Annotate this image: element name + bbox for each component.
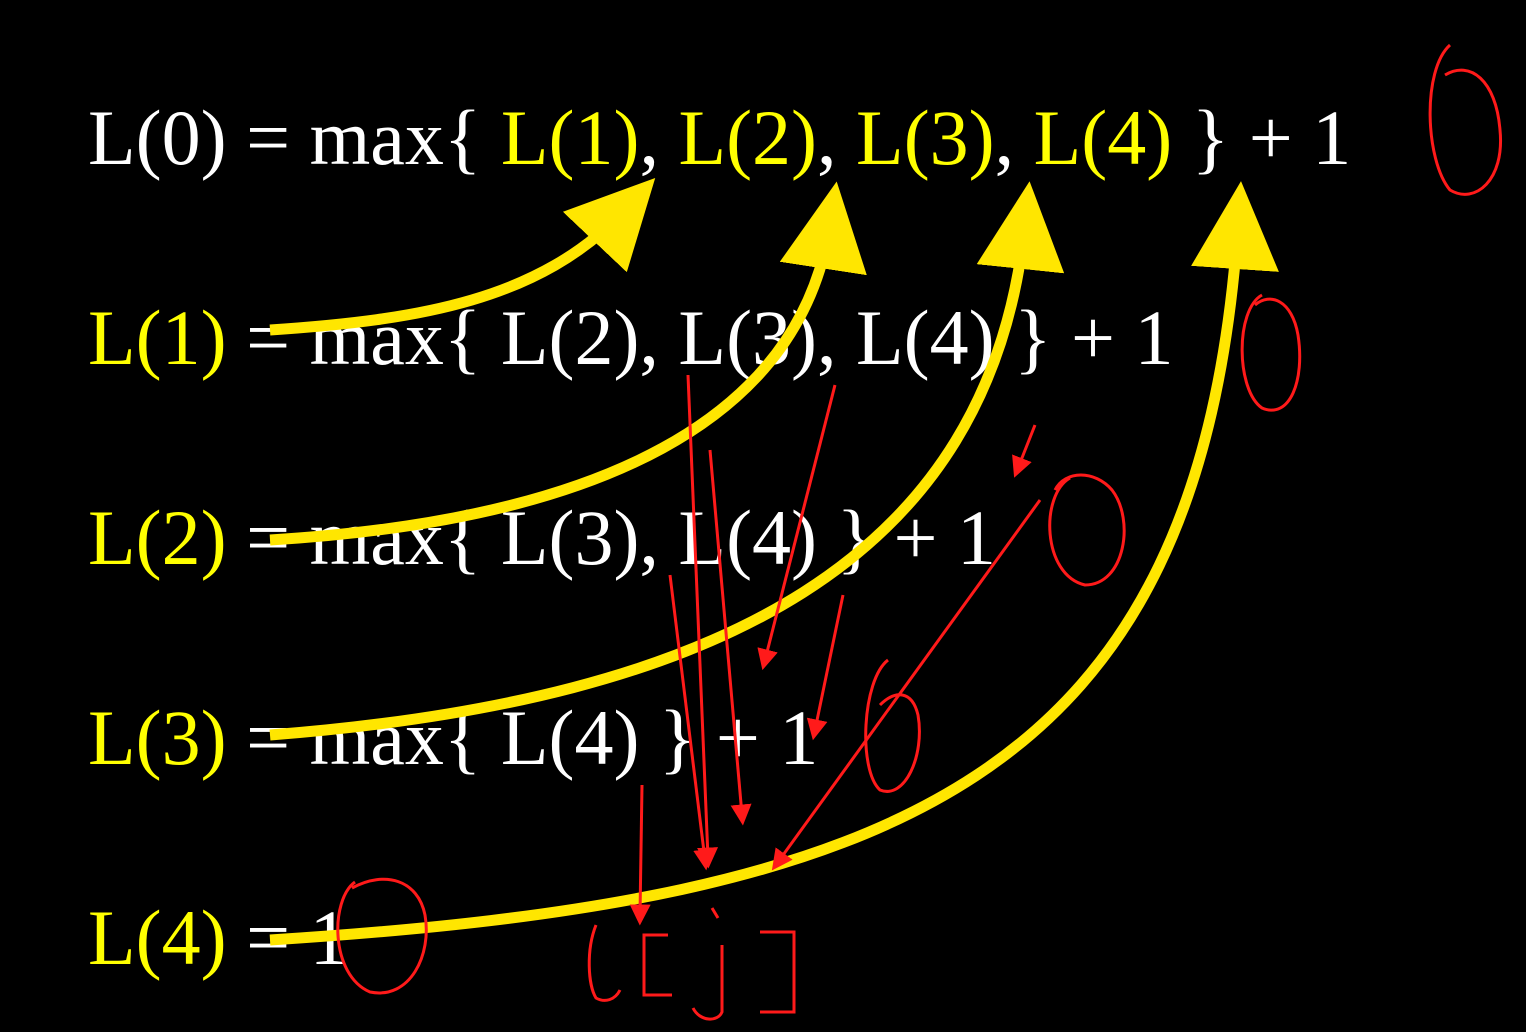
red-arrow-from-L2-L4 <box>806 594 845 741</box>
equation-L4-token-0: L(4) <box>88 894 227 981</box>
handwritten-close-bracket <box>760 930 796 1014</box>
equation-L2-token-0: L(2) <box>88 494 227 581</box>
dependency-arrow-L2-to-L0 <box>269 181 867 546</box>
circle-L1-one <box>1240 293 1302 412</box>
annotation-circles <box>336 43 1503 995</box>
handwritten-open-bracket <box>642 933 672 997</box>
equation-L0-token-1: L(1) <box>500 94 640 181</box>
circle-L3-one <box>864 658 921 793</box>
red-arrow-from-L1-L4 <box>1012 424 1037 478</box>
equation-L0-token-2: , <box>639 94 679 181</box>
equation-L1-token-1: = max{ L(2), L(3), L(4) } + 1 <box>226 294 1174 381</box>
dependency-arrow-L1-to-L0 <box>269 178 656 336</box>
circle-L4-one <box>336 877 428 995</box>
equation-L3: L(3) = max{ L(4) } + 1 <box>88 688 818 788</box>
equation-L1-token-0: L(1) <box>88 294 227 381</box>
equation-L4: L(4) = 1 <box>88 888 349 988</box>
equation-L0-token-8: } + 1 <box>1172 94 1352 181</box>
red-arrow-from-L3-L4 <box>629 784 651 926</box>
red-arrow-from-L1-L2 <box>686 374 719 869</box>
handwritten-L <box>587 924 622 1002</box>
equation-L0-token-3: L(2) <box>678 94 818 181</box>
circle-L2-one <box>1048 473 1126 587</box>
red-arrow-from-L2-L3 <box>668 574 715 871</box>
equation-L0: L(0) = max{ L(1), L(2), L(3), L(4) } + 1 <box>88 88 1351 188</box>
dependency-arrow-L4-to-L0 <box>269 181 1279 946</box>
red-arrow-L2-one-to-note <box>771 499 1042 871</box>
red-arrow-from-L1-L3 <box>757 384 837 671</box>
circle-L0-one <box>1428 43 1503 196</box>
equation-L2: L(2) = max{ L(3), L(4) } + 1 <box>88 488 996 588</box>
handwritten-j <box>691 907 724 1021</box>
dependency-arrows <box>269 178 1279 946</box>
equation-L0-token-6: , <box>994 94 1034 181</box>
equation-L0-token-5: L(3) <box>856 94 995 181</box>
equation-L2-token-1: = max{ L(3), L(4) } + 1 <box>226 494 996 581</box>
dependency-arrow-L3-to-L0 <box>269 181 1065 741</box>
equation-L0-token-0: L(0) = max{ <box>88 94 501 181</box>
red-arrow-long-to-note <box>708 449 752 826</box>
equation-L0-token-4: , <box>817 94 857 181</box>
handwritten-note-L-j <box>587 907 796 1021</box>
equation-L3-token-0: L(3) <box>88 694 227 781</box>
equation-L3-token-1: = max{ L(4) } + 1 <box>226 694 819 781</box>
equation-L0-token-7: L(4) <box>1033 94 1173 181</box>
annotation-arrows <box>629 374 1042 926</box>
equation-L1: L(1) = max{ L(2), L(3), L(4) } + 1 <box>88 288 1174 388</box>
